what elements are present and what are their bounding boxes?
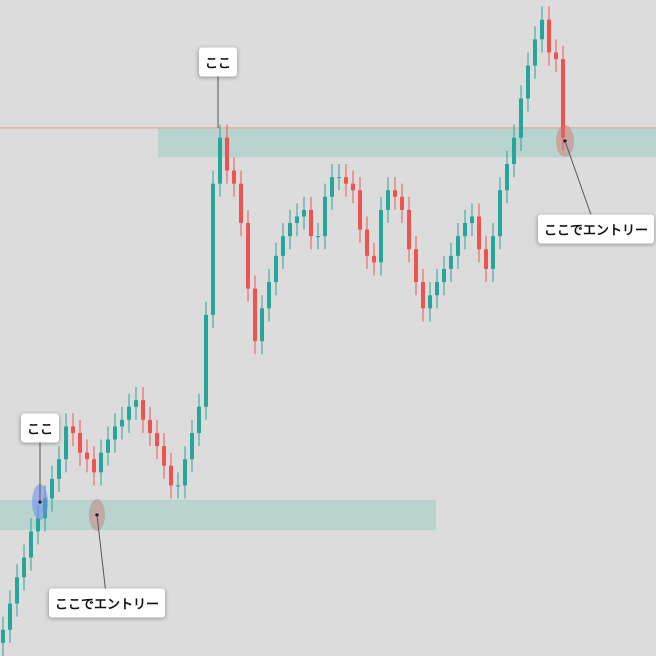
candle-body (449, 255, 453, 269)
leader-line (564, 140, 597, 230)
candle-body (127, 406, 131, 420)
candle-body (169, 465, 173, 486)
candle-body (253, 288, 257, 342)
candle-body (316, 236, 320, 238)
candle-body (337, 177, 341, 179)
candle-body (470, 216, 474, 224)
candle-body (365, 229, 369, 256)
candle-body (50, 478, 54, 499)
candle-body (379, 209, 383, 263)
candle-body (498, 190, 502, 237)
candle-body (36, 518, 40, 532)
candle-body (400, 196, 404, 210)
candle-body (218, 137, 222, 184)
candle-body (225, 137, 229, 171)
candle-body (393, 190, 397, 197)
candle-body (22, 557, 26, 578)
candle-body (78, 432, 82, 453)
candle-body (15, 577, 19, 604)
candle-body (344, 177, 348, 184)
candle-body (190, 432, 194, 460)
candle-body (260, 308, 264, 342)
candle-body (64, 426, 68, 460)
candle-body (155, 432, 159, 447)
candle-body (106, 439, 110, 453)
candle-body (309, 209, 313, 237)
candle-body (519, 98, 523, 138)
annotation: ここでエントリー (537, 214, 655, 244)
candle-body (407, 209, 411, 250)
candle-body (463, 223, 467, 237)
candle-body (232, 170, 236, 184)
candle-body (512, 137, 516, 164)
candle-body (281, 236, 285, 256)
candle-body (484, 249, 488, 269)
candle-body (491, 236, 495, 269)
candle-body (323, 196, 327, 237)
candle-body (57, 459, 61, 479)
candle-body (526, 65, 530, 99)
zone (0, 499, 436, 531)
candle-body (435, 282, 439, 296)
candle-body (428, 295, 432, 309)
candle-body (71, 426, 75, 433)
candle-body (477, 216, 481, 250)
candle-body (358, 190, 362, 230)
candle-body (274, 255, 278, 283)
candle-body (386, 190, 390, 210)
candle-body (554, 52, 558, 60)
candle-body (141, 400, 145, 420)
candle-body (197, 406, 201, 433)
candle-body (561, 59, 565, 138)
candle-body (162, 446, 166, 466)
candle-body (442, 268, 446, 283)
candle-body (99, 452, 103, 473)
candle-body (505, 164, 509, 191)
candle-body (246, 223, 250, 289)
candle-body (547, 19, 551, 53)
candle-body (92, 459, 96, 473)
candle-body (8, 603, 12, 630)
candle-body (372, 255, 376, 263)
candle-body (456, 236, 460, 256)
candle-body (211, 183, 215, 315)
candle-body (414, 249, 418, 283)
annotation: ここ (198, 47, 238, 77)
candle-body (267, 282, 271, 309)
candle-body (295, 216, 299, 224)
candle-body (302, 209, 306, 217)
annotation: ここ (20, 413, 60, 443)
zone (158, 127, 656, 158)
candle-body (134, 400, 138, 407)
candle-body (533, 39, 537, 66)
candle-body (29, 531, 33, 558)
candle-body (421, 282, 425, 309)
annotation: ここでエントリー (48, 588, 166, 618)
candle-body (176, 485, 180, 487)
candle-body (113, 426, 117, 440)
candle-body (330, 177, 334, 197)
candle-body (540, 19, 544, 40)
candle-body (351, 183, 355, 191)
candle-body (85, 452, 89, 460)
candle-body (120, 419, 124, 427)
candle-body (288, 223, 292, 237)
candle-body (183, 459, 187, 486)
candle-body (1, 629, 5, 643)
leader-line (96, 514, 108, 604)
candle-body (239, 183, 243, 224)
candle-body (148, 419, 152, 433)
candle-body (204, 314, 208, 407)
